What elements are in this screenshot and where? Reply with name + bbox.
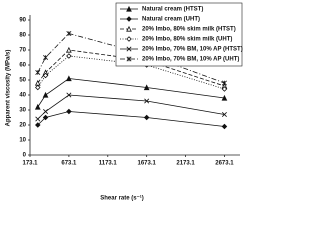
data-point — [221, 94, 228, 101]
data-point — [43, 55, 49, 60]
y-tick-label: 20 — [19, 123, 26, 129]
series-line — [37, 78, 225, 108]
y-tick-label: 70 — [19, 48, 26, 54]
x-tick-label: 1173.1 — [99, 161, 118, 167]
x-tick-label: 2673.1 — [215, 161, 234, 167]
data-point — [143, 84, 150, 91]
data-point — [35, 84, 41, 91]
legend-marker — [126, 16, 132, 22]
series-line — [37, 94, 225, 120]
y-tick-label: 80 — [19, 33, 26, 39]
legend-marker — [126, 36, 132, 42]
data-point — [42, 114, 49, 121]
legend-box — [115, 2, 243, 67]
legend-marker — [126, 56, 132, 62]
y-tick-label: 0 — [23, 153, 27, 159]
y-axis-label: Apparent viscosity (MPa/s) — [6, 50, 12, 127]
legend-label: Natural cream (UHT) — [142, 17, 200, 23]
data-point — [35, 122, 41, 128]
data-point — [66, 53, 72, 59]
data-point — [35, 116, 41, 122]
y-tick-label: 60 — [19, 63, 26, 69]
data-point — [66, 92, 72, 98]
data-point — [42, 91, 49, 98]
legend-marker — [126, 25, 132, 32]
y-tick-label: 50 — [19, 78, 26, 84]
data-point — [221, 123, 228, 130]
data-point — [42, 72, 49, 79]
y-tick-label: 10 — [19, 138, 26, 144]
x-tick-label: 173.1 — [22, 161, 38, 167]
x-axis-label: Shear rate (s⁻¹) — [100, 195, 144, 202]
data-point — [143, 114, 150, 121]
data-point — [35, 70, 41, 75]
data-point — [66, 46, 72, 53]
data-point — [66, 75, 72, 82]
legend-label: 20% Imbo, 80% skim milk (UHT) — [142, 37, 232, 43]
x-tick-label: 673.1 — [61, 161, 77, 167]
data-point — [43, 109, 49, 114]
y-tick-label: 40 — [19, 93, 26, 99]
legend-label: 20% Imbo, 70% BM, 10% AP (HTST) — [142, 47, 243, 53]
y-tick-label: 90 — [19, 18, 26, 24]
legend-label: 20% Imbo, 70% BM, 10% AP (UHT) — [142, 57, 239, 63]
legend-marker — [126, 46, 132, 52]
data-point — [221, 112, 227, 117]
data-point — [66, 108, 72, 115]
data-point — [221, 86, 228, 92]
legend-marker — [126, 5, 132, 12]
legend-label: 20% Imbo, 80% skim milk (HTST) — [142, 27, 236, 33]
x-tick-label: 2173.1 — [176, 161, 195, 167]
legend-label: Natural cream (HTST) — [142, 7, 203, 13]
data-point — [221, 80, 227, 86]
series-line — [37, 55, 225, 90]
data-point — [66, 31, 72, 36]
data-point — [34, 103, 41, 110]
chart: Shear rate (s⁻¹) Apparent viscosity (MPa… — [6, 2, 243, 202]
data-point — [144, 98, 150, 104]
y-tick-label: 30 — [19, 108, 26, 114]
x-tick-label: 1673.1 — [137, 161, 156, 167]
series-line — [37, 111, 225, 127]
